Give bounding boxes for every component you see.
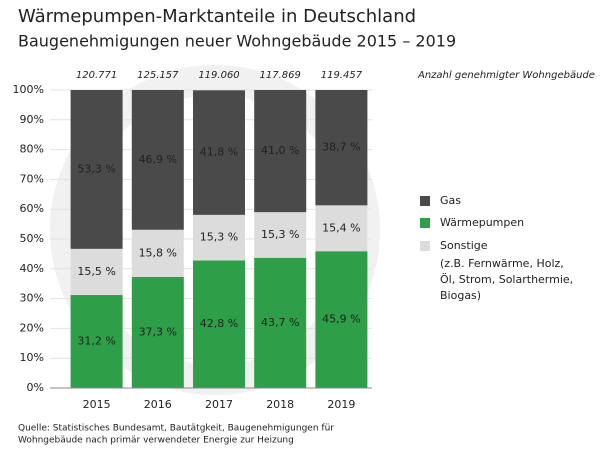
bar-segment (254, 257, 307, 388)
y-tick-label: 60% (20, 202, 44, 215)
value-label: 15,4 % (322, 221, 360, 234)
legend-swatch (420, 241, 430, 251)
value-label: 42,8 % (200, 317, 238, 330)
legend-label: Wärmepumpen (440, 216, 524, 229)
bar-segment (193, 214, 245, 261)
bar-segment (315, 205, 368, 252)
x-tick-label: 2019 (327, 398, 355, 411)
bar-segment (131, 276, 184, 388)
bar-segment (315, 251, 368, 388)
legend-note: Öl, Strom, Solarthermie, (440, 273, 573, 286)
total-label: 120.771 (76, 70, 117, 81)
x-tick-label: 2018 (266, 398, 294, 411)
bar-segment (193, 90, 245, 215)
y-tick-label: 80% (20, 143, 44, 156)
value-label: 41,8 % (200, 146, 238, 159)
y-tick-label: 70% (20, 172, 44, 185)
bar-segment (131, 90, 184, 230)
legend-label: Gas (440, 194, 461, 207)
y-tick-label: 100% (13, 83, 44, 96)
value-label: 31,2 % (77, 335, 115, 348)
legend-swatch (420, 218, 430, 228)
source: Wohngebäude nach primär verwendeter Ener… (18, 436, 294, 446)
totals-label: Anzahl genehmigter Wohngebäude (417, 70, 595, 81)
value-label: 15,3 % (261, 228, 299, 241)
bar-segment (193, 260, 245, 388)
legend-note: (z.B. Fernwärme, Holz, (440, 257, 564, 270)
bar-segment (254, 90, 307, 213)
bar-segment (70, 248, 123, 296)
total-label: 125.157 (137, 70, 179, 81)
chart-title: Wärmepumpen-Marktanteile in Deutschland (18, 6, 416, 27)
y-tick-label: 0% (27, 381, 44, 394)
x-tick-label: 2016 (144, 398, 172, 411)
bar-segment (131, 229, 184, 277)
bar-segment (70, 90, 123, 249)
chart-subtitle: Baugenehmigungen neuer Wohngebäude 2015 … (18, 32, 456, 51)
y-tick-label: 20% (20, 321, 44, 334)
total-label: 119.060 (198, 70, 239, 81)
x-tick-label: 2017 (205, 398, 233, 411)
bar-segment (315, 90, 368, 206)
x-tick-label: 2015 (83, 398, 111, 411)
legend-swatch (420, 196, 430, 206)
value-label: 15,3 % (200, 231, 238, 244)
value-label: 43,7 % (261, 316, 299, 329)
y-tick-label: 30% (20, 292, 44, 305)
value-label: 53,3 % (77, 162, 115, 175)
y-tick-label: 90% (20, 113, 44, 126)
y-tick-label: 40% (20, 262, 44, 275)
legend-label: Sonstige (440, 239, 488, 252)
value-label: 45,9 % (322, 313, 360, 326)
value-label: 41,0 % (261, 144, 299, 157)
value-label: 15,5 % (77, 265, 115, 278)
bar-segment (70, 295, 123, 388)
value-label: 15,8 % (139, 246, 177, 259)
y-tick-label: 50% (20, 232, 44, 245)
y-tick-label: 10% (20, 351, 44, 364)
source: Quelle: Statistisches Bundesamt, Bautätg… (18, 424, 334, 434)
value-label: 46,9 % (139, 153, 177, 166)
legend-note: Biogas) (440, 289, 481, 302)
bar-segment (254, 212, 307, 258)
total-label: 119.457 (321, 70, 363, 81)
total-label: 117.869 (260, 70, 301, 81)
value-label: 37,3 % (139, 325, 177, 338)
value-label: 38,7 % (322, 141, 360, 154)
